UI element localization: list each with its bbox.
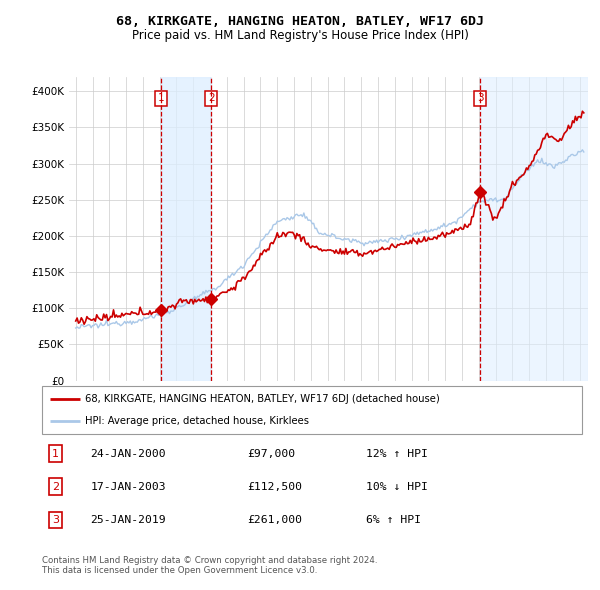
- Text: 2: 2: [208, 93, 215, 103]
- Text: 10% ↓ HPI: 10% ↓ HPI: [366, 482, 428, 491]
- Text: 24-JAN-2000: 24-JAN-2000: [91, 448, 166, 458]
- Text: HPI: Average price, detached house, Kirklees: HPI: Average price, detached house, Kirk…: [85, 416, 309, 426]
- Text: £261,000: £261,000: [247, 515, 302, 525]
- Text: 1: 1: [52, 448, 59, 458]
- Text: 17-JAN-2003: 17-JAN-2003: [91, 482, 166, 491]
- Text: £97,000: £97,000: [247, 448, 295, 458]
- Text: 68, KIRKGATE, HANGING HEATON, BATLEY, WF17 6DJ: 68, KIRKGATE, HANGING HEATON, BATLEY, WF…: [116, 15, 484, 28]
- Text: 1: 1: [158, 93, 164, 103]
- Text: 3: 3: [52, 515, 59, 525]
- Text: Price paid vs. HM Land Registry's House Price Index (HPI): Price paid vs. HM Land Registry's House …: [131, 29, 469, 42]
- Text: 6% ↑ HPI: 6% ↑ HPI: [366, 515, 421, 525]
- Text: 12% ↑ HPI: 12% ↑ HPI: [366, 448, 428, 458]
- Bar: [480, 77, 588, 381]
- Text: 3: 3: [476, 93, 484, 103]
- Text: 68, KIRKGATE, HANGING HEATON, BATLEY, WF17 6DJ (detached house): 68, KIRKGATE, HANGING HEATON, BATLEY, WF…: [85, 394, 440, 404]
- Bar: [161, 77, 211, 381]
- FancyBboxPatch shape: [42, 386, 582, 434]
- Text: Contains HM Land Registry data © Crown copyright and database right 2024.
This d: Contains HM Land Registry data © Crown c…: [42, 556, 377, 575]
- Text: 2: 2: [52, 482, 59, 491]
- Text: 25-JAN-2019: 25-JAN-2019: [91, 515, 166, 525]
- Text: £112,500: £112,500: [247, 482, 302, 491]
